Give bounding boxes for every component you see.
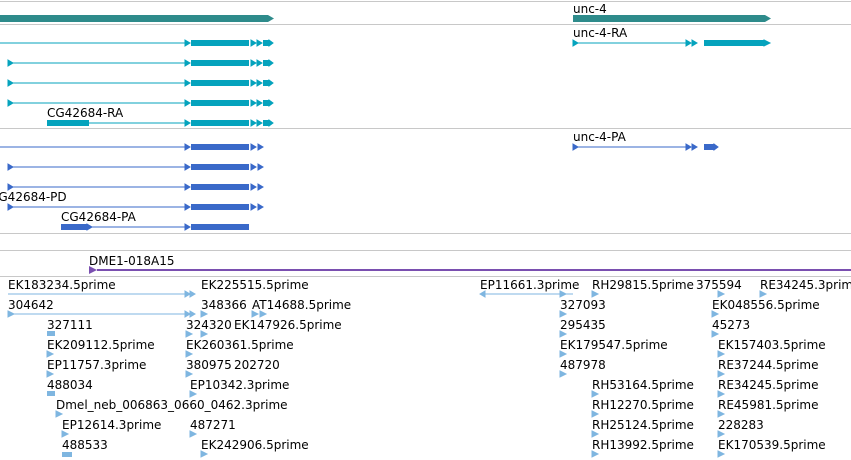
track-separator: [0, 1, 851, 2]
est-features[interactable]: [7, 290, 768, 458]
cds-cg42684-pa[interactable]: [61, 223, 249, 231]
est-label: RE34245.3prime: [760, 278, 851, 292]
est-label: RE45981.5prime: [718, 398, 819, 412]
est-label: RH13992.5prime: [592, 438, 694, 452]
est-label: 380975: [186, 358, 232, 372]
est-label: EK147926.5prime: [234, 318, 342, 332]
gene-label-unc-4: unc-4: [573, 2, 607, 16]
est-label: RE37244.5prime: [718, 358, 819, 372]
est-label: EK157403.5prime: [718, 338, 826, 352]
est-label: EP10342.3prime: [190, 378, 290, 392]
gene-unc-4[interactable]: [573, 15, 771, 22]
track-separator: [0, 24, 851, 25]
est-label: 202720: [234, 358, 280, 372]
est-label: EP11757.3prime: [47, 358, 147, 372]
transcript-label-unc-4-ra: unc-4-RA: [573, 26, 628, 40]
transcript-teal-4[interactable]: [7, 99, 274, 107]
transcript-teal-3[interactable]: [7, 79, 274, 87]
transcript-teal-1[interactable]: [0, 39, 274, 47]
est-label: EP12614.3prime: [62, 418, 162, 432]
est-label: 327111: [47, 318, 93, 332]
cds-blue-1[interactable]: [0, 143, 264, 151]
est-label: 487978: [560, 358, 606, 372]
transcript-teal-2[interactable]: [7, 59, 274, 67]
est-label: RH53164.5prime: [592, 378, 694, 392]
est-label: EK183234.5prime: [8, 278, 116, 292]
est-label: 324320: [186, 318, 232, 332]
cds-label-unc-4-pa: unc-4-PA: [573, 130, 626, 144]
cds-label-cg42684-pa: CG42684-PA: [61, 210, 136, 224]
est-label: EK242906.5prime: [201, 438, 309, 452]
est-label: EK170539.5prime: [718, 438, 826, 452]
transcript-unc-4-ra[interactable]: [572, 39, 772, 47]
cds-unc-4-pa[interactable]: [572, 143, 719, 151]
clone-dme1-018a15[interactable]: [89, 266, 851, 274]
est-label: EK048556.5prime: [712, 298, 820, 312]
track-separator: [0, 128, 851, 129]
clone-label: DME1-018A15: [89, 254, 175, 268]
est-label: 45273: [712, 318, 751, 332]
est-label: EK179547.5prime: [560, 338, 668, 352]
transcript-cg42684-ra[interactable]: [47, 119, 274, 127]
est-label: 488533: [62, 438, 108, 452]
cds-blue-2[interactable]: [7, 163, 264, 171]
transcript-label-cg42684-ra: CG42684-RA: [47, 106, 124, 120]
est-label: 348366: [201, 298, 247, 312]
cds-label-cg42684-pd: CG42684-PD: [0, 190, 67, 204]
est-label: AT14688.5prime: [252, 298, 352, 312]
est-label: 327093: [560, 298, 606, 312]
est-label: RH12270.5prime: [592, 398, 694, 412]
est-label: EP11661.3prime: [480, 278, 580, 292]
est-label: 488034: [47, 378, 93, 392]
cds-blue-4[interactable]: [7, 203, 264, 211]
est-label: 375594: [696, 278, 742, 292]
est-label: 304642: [8, 298, 54, 312]
track-separator: [0, 250, 851, 251]
est-label: 228283: [718, 418, 764, 432]
est-label: 295435: [560, 318, 606, 332]
est-label: EK225515.5prime: [201, 278, 309, 292]
est-label: RH29815.5prime: [592, 278, 694, 292]
track-separator: [0, 276, 851, 277]
est-label: EK260361.5prime: [186, 338, 294, 352]
gene-cg42684[interactable]: [0, 15, 274, 22]
est-label: RE34245.5prime: [718, 378, 819, 392]
est-label: EK209112.5prime: [47, 338, 155, 352]
track-separator: [0, 233, 851, 234]
cds-blue-3[interactable]: [7, 183, 264, 191]
est-label: RH25124.5prime: [592, 418, 694, 432]
est-label: 487271: [190, 418, 236, 432]
est-label: Dmel_neb_006863_0660_0462.3prime: [56, 398, 288, 412]
